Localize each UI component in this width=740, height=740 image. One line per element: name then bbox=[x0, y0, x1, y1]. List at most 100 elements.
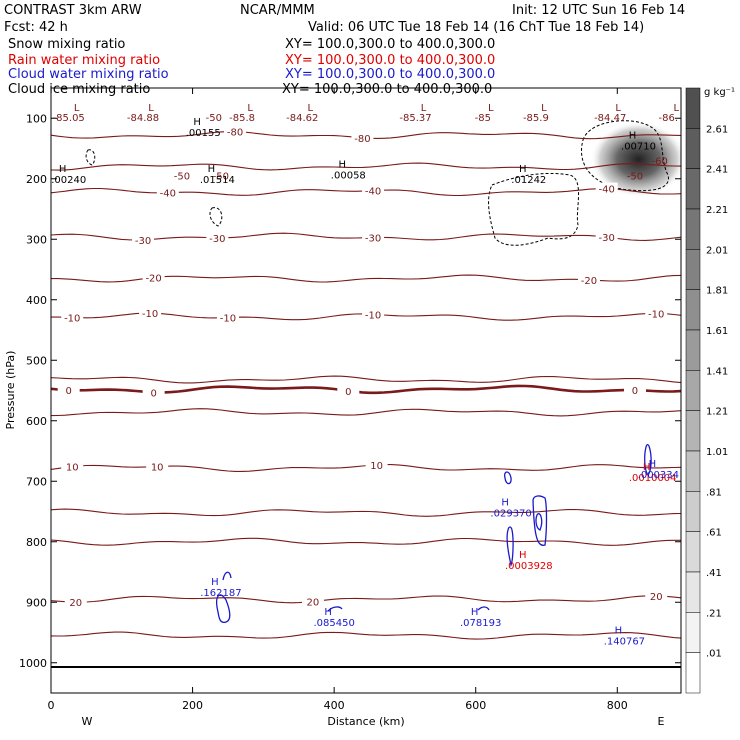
cloud-max-value: .000334 bbox=[638, 470, 679, 481]
snow-max-marker: H bbox=[629, 131, 637, 142]
snow-contour bbox=[85, 149, 96, 166]
cloud-water-contour bbox=[216, 594, 231, 624]
x-tick-label: 800 bbox=[607, 699, 628, 712]
cloud-max-value: .078193 bbox=[460, 618, 501, 629]
isotherm-label: -10 bbox=[365, 310, 381, 321]
isotherm-label: 10 bbox=[151, 463, 164, 474]
low-marker: L bbox=[247, 103, 253, 114]
isotherm-label-bg bbox=[64, 596, 87, 609]
x-tick-label: 400 bbox=[324, 699, 345, 712]
colorbar-swatch bbox=[685, 531, 701, 573]
low-value: -84.88 bbox=[127, 113, 159, 124]
low-marker: L bbox=[308, 103, 314, 114]
colorbar-swatch bbox=[685, 491, 701, 532]
x-tick-label: 0 bbox=[48, 699, 55, 712]
cloud-water-contour bbox=[532, 495, 548, 546]
isotherm-label: -40 bbox=[599, 185, 615, 196]
cloud-water-contour bbox=[477, 606, 490, 611]
colorbar-label: 2.61 bbox=[706, 124, 728, 135]
low-value: -85.8 bbox=[229, 113, 255, 124]
isotherm-label-bg bbox=[61, 460, 84, 473]
isotherm-label-bg bbox=[645, 589, 668, 602]
colorbar-label: 2.01 bbox=[706, 245, 728, 256]
colorbar-swatch bbox=[685, 370, 701, 411]
west-label: W bbox=[82, 715, 93, 728]
low-marker: L bbox=[615, 103, 621, 114]
isotherm-label-bg bbox=[301, 595, 324, 608]
isotherm-label: -30 bbox=[365, 233, 381, 244]
x-tick-label: 600 bbox=[465, 699, 486, 712]
rain-max-marker: H bbox=[643, 462, 651, 473]
field-cloud-name: Cloud water mixing ratio bbox=[8, 67, 169, 82]
field-snow-name: Snow mixing ratio bbox=[8, 37, 125, 52]
cloud-max-marker: H bbox=[471, 607, 479, 618]
cloud-max-value: .029370 bbox=[490, 509, 531, 520]
colorbar-label: 1.61 bbox=[706, 326, 728, 337]
isotherm-label: -30 bbox=[209, 234, 225, 245]
cloud-max-marker: H bbox=[211, 577, 219, 588]
cloud-water-contour bbox=[535, 513, 543, 531]
isotherm-label-bg bbox=[351, 131, 374, 144]
colorbar-label: .01 bbox=[706, 649, 722, 660]
isotherm-label-bg bbox=[132, 233, 155, 246]
isotherm-label-bg bbox=[577, 273, 600, 286]
cloud-max-marker: H bbox=[324, 607, 332, 618]
low-value: -84.62 bbox=[286, 113, 318, 124]
y-tick-label: 900 bbox=[26, 596, 47, 609]
colorbar-label: 2.21 bbox=[706, 205, 728, 216]
y-tick-label: 400 bbox=[26, 294, 47, 307]
cloud-water-contour bbox=[327, 606, 343, 612]
low-value: -85.37 bbox=[399, 113, 431, 124]
snow-max-value: .00155 bbox=[186, 128, 221, 139]
snow-contour bbox=[209, 207, 223, 227]
valid-time: Valid: 06 UTC Tue 18 Feb 14 (16 ChT Tue … bbox=[308, 20, 644, 35]
y-tick-label: 800 bbox=[26, 536, 47, 549]
isotherm-label-bg bbox=[156, 186, 179, 199]
isotherm-label: 20 bbox=[69, 598, 82, 609]
isotherm-label-bg bbox=[142, 386, 165, 399]
center-name: NCAR/MMM bbox=[240, 3, 315, 18]
cloud-water-contour bbox=[644, 443, 652, 477]
isotherm-label: -60 bbox=[652, 157, 668, 168]
colorbar-swatch bbox=[685, 87, 701, 129]
isotherm-label: 10 bbox=[370, 461, 383, 472]
colorbar-swatch bbox=[685, 450, 701, 492]
colorbar-label: .81 bbox=[706, 487, 722, 498]
isotherm-label-bg bbox=[337, 384, 360, 397]
isotherm-line bbox=[51, 631, 681, 640]
colorbar-label: .61 bbox=[706, 528, 722, 539]
y-tick-label: 100 bbox=[26, 112, 47, 125]
snow-max-marker: H bbox=[193, 117, 201, 128]
low-marker: L bbox=[673, 103, 679, 114]
isotherm-line bbox=[51, 408, 681, 417]
isotherm-label-bg bbox=[216, 311, 239, 324]
y-tick-label: 1000 bbox=[19, 657, 47, 670]
snow-max-value: .00710 bbox=[621, 142, 656, 153]
cloud-max-value: .162187 bbox=[200, 588, 241, 599]
forecast-hour: Fcst: 42 h bbox=[4, 20, 68, 35]
colorbar: 2.61 2.41 2.21 2.01 1.81 1.61 1.41 1.21 1.01 .81.… bbox=[685, 87, 728, 694]
x-axis-label: Distance (km) bbox=[327, 715, 404, 728]
colorbar-swatch bbox=[685, 410, 701, 452]
colorbar-label: 2.41 bbox=[706, 165, 728, 176]
snow-max-marker: H bbox=[339, 160, 347, 171]
field-ice-xy: XY= 100.0,300.0 to 400.0,300.0 bbox=[282, 82, 492, 97]
colorbar-unit: g kg⁻¹ bbox=[704, 87, 735, 98]
isotherm-label: 0 bbox=[345, 387, 351, 398]
colorbar-swatch bbox=[685, 208, 701, 250]
isotherm-label-bg bbox=[362, 308, 385, 321]
low-value: -85 bbox=[475, 113, 491, 124]
field-snow-xy: XY= 100.0,300.0 to 400.0,300.0 bbox=[285, 37, 495, 52]
snow-max-value: .01514 bbox=[200, 175, 235, 186]
isotherm-label: -50 bbox=[213, 172, 229, 183]
field-rain-xy: XY= 100.0,300.0 to 400.0,300.0 bbox=[285, 53, 495, 68]
isotherm-label: -80 bbox=[354, 134, 370, 145]
colorbar-swatch bbox=[685, 652, 701, 694]
isotherm-line bbox=[51, 537, 681, 546]
colorbar-swatch bbox=[685, 612, 701, 653]
isotherm-label-bg bbox=[146, 460, 169, 473]
isotherm-label-bg bbox=[365, 458, 388, 471]
isotherm-label-bg bbox=[61, 311, 84, 324]
isotherm-label: 20 bbox=[307, 597, 320, 608]
